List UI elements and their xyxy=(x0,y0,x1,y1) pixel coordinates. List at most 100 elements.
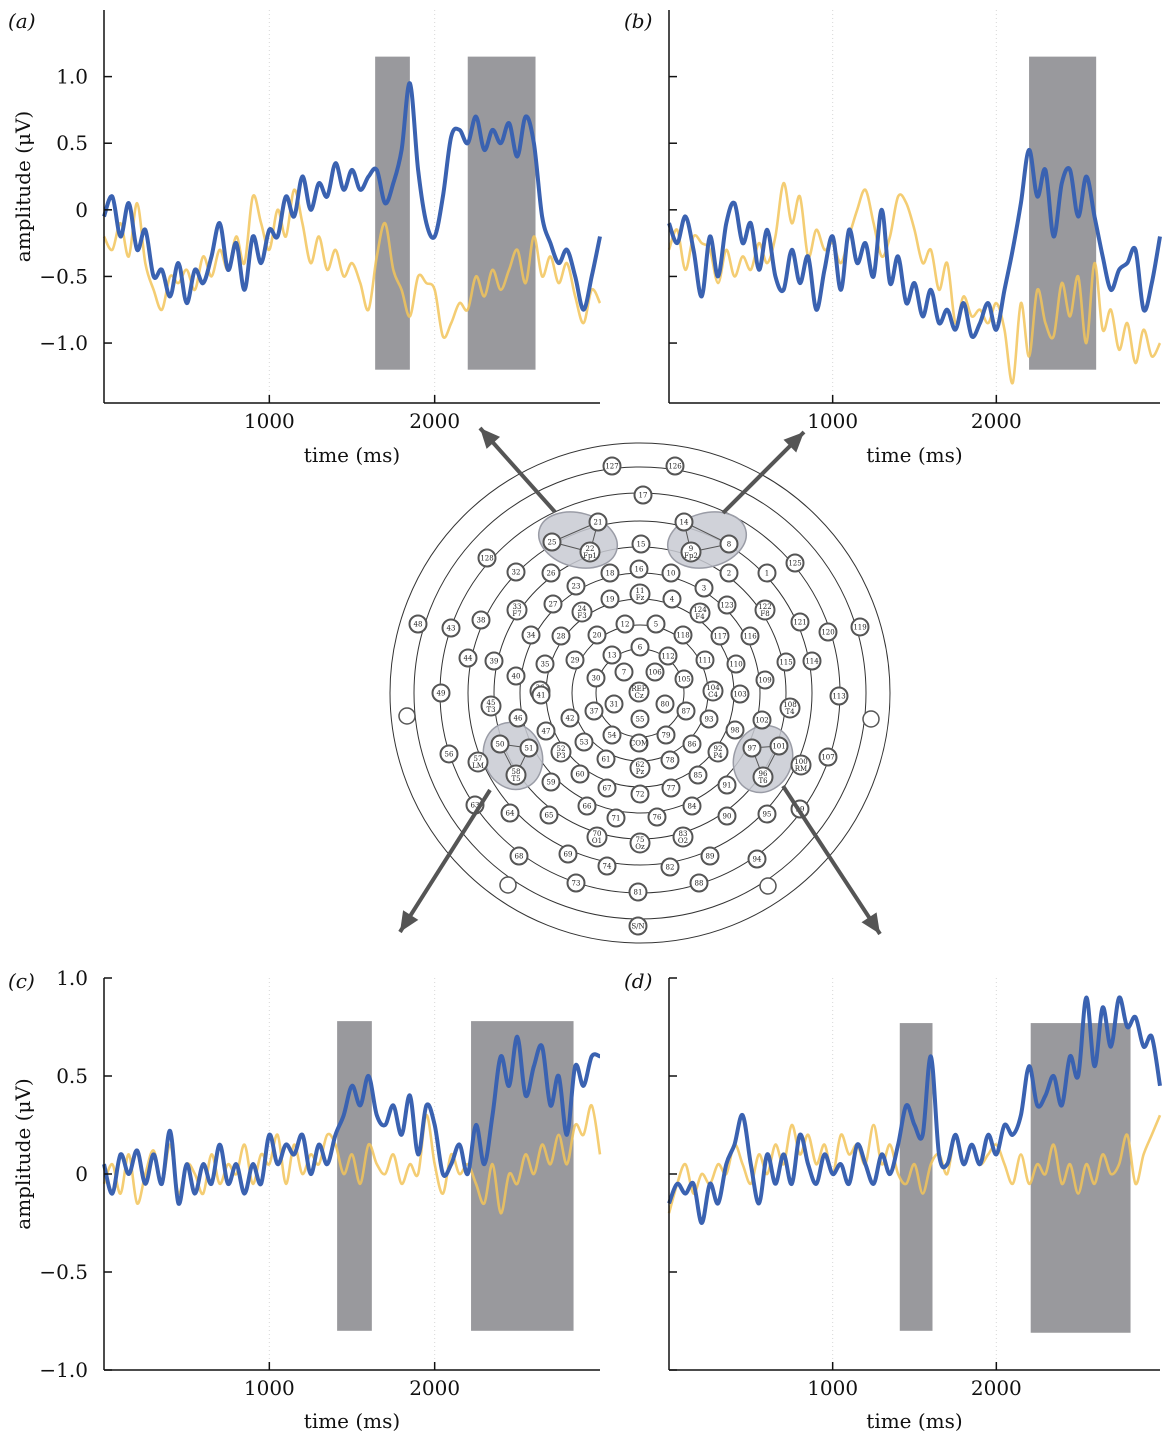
electrode-label: 82 xyxy=(666,864,675,872)
series-line-yellow xyxy=(667,1114,1162,1214)
electrode-marker xyxy=(588,512,608,532)
electrode-marker xyxy=(509,846,529,866)
electrode-103: 103 xyxy=(730,684,750,704)
electrode-115: 115 xyxy=(776,652,796,672)
electrode-88: 88 xyxy=(689,873,709,893)
electrode-marker xyxy=(505,764,527,786)
y-tick-label: −1.0 xyxy=(39,1358,88,1382)
electrode-label: 60 xyxy=(576,771,585,779)
electrode-label: 88 xyxy=(695,880,704,888)
electrode-label: 1 xyxy=(765,570,769,578)
electrode-label: 126 xyxy=(668,463,682,471)
electrode-label: 79 xyxy=(662,732,671,740)
y-tick-label: 0 xyxy=(75,198,88,222)
electrode-48: 48 xyxy=(408,614,428,634)
electrode-label: 65 xyxy=(545,812,554,820)
electrode-marker xyxy=(730,684,750,704)
electrode-marker xyxy=(818,622,838,642)
electrode-13: 13 xyxy=(602,645,622,665)
electrode-1: 1 xyxy=(757,563,777,583)
electrode-label: F3 xyxy=(577,612,586,620)
x-tick-label: 1000 xyxy=(807,409,858,433)
electrode-label: 86 xyxy=(688,741,697,749)
electrode-label: 91 xyxy=(723,782,732,790)
electrode-label: 107 xyxy=(821,754,834,762)
electrode-label: 80 xyxy=(661,701,670,709)
electrode-marker xyxy=(717,775,737,795)
electrode-marker xyxy=(673,625,693,645)
electrode-label: 52 xyxy=(557,745,566,753)
electrode-93: 93 xyxy=(699,709,719,729)
electrode-marker xyxy=(740,626,760,646)
electrode-marker xyxy=(535,654,555,674)
electrode-marker xyxy=(467,751,489,773)
electrode-marker xyxy=(566,576,586,596)
electrode-label: 115 xyxy=(779,659,792,667)
head-ring xyxy=(467,520,813,866)
electrode-marker xyxy=(699,709,719,729)
arrow-head xyxy=(400,910,419,932)
series-line-yellow xyxy=(667,181,1162,385)
electrode-marker xyxy=(647,807,667,827)
electrode-label: 46 xyxy=(514,715,523,723)
electrode-label: 69 xyxy=(564,851,573,859)
electrode-label: LM xyxy=(472,762,484,770)
electrode-28: 28 xyxy=(551,626,571,646)
electrode-label: COM xyxy=(630,740,648,748)
electrode-label: Cz xyxy=(634,692,643,700)
electrode-label: 6 xyxy=(638,644,643,652)
electrode-marker xyxy=(660,857,680,877)
electrode-59: 59 xyxy=(541,772,561,792)
electrode-marker xyxy=(628,916,648,936)
electrode-marker xyxy=(484,651,504,671)
electrode-14: 14 xyxy=(674,512,694,532)
electrode-34: 34 xyxy=(521,625,541,645)
series-line-blue xyxy=(667,995,1162,1225)
electrode-label: 26 xyxy=(547,570,556,578)
electrode-marker xyxy=(694,578,714,598)
electrode-marker xyxy=(676,701,696,721)
electrode-marker xyxy=(655,694,675,714)
electrode-109: 109 xyxy=(755,670,775,690)
electrode-marker xyxy=(541,563,561,583)
electrode-label: 103 xyxy=(733,691,746,699)
electrode-marker xyxy=(600,589,620,609)
electrode-label: 101 xyxy=(772,743,785,751)
electrode-76: 76 xyxy=(647,807,667,827)
electrode-label: 47 xyxy=(542,728,551,736)
panel-d: 1000 2000 (d) time (ms) xyxy=(624,969,1162,1431)
electrode-label: P3 xyxy=(556,752,565,760)
electrode-50: 50 xyxy=(490,734,510,754)
electrode-marker xyxy=(441,618,461,638)
electrode-marker xyxy=(682,796,702,816)
electrode-label: 10 xyxy=(667,570,676,578)
electrode-56: 56 xyxy=(439,744,459,764)
electrode-54: 54 xyxy=(602,725,622,745)
electrode-label: F8 xyxy=(760,610,769,618)
electrode-label: 98 xyxy=(731,727,740,735)
electrode-marker xyxy=(508,708,528,728)
electrode-label: 109 xyxy=(758,677,771,685)
electrode-marker xyxy=(742,738,762,758)
electrode-77: 77 xyxy=(661,778,681,798)
electrode-com: COM xyxy=(629,733,649,753)
electrode-marker xyxy=(660,750,680,770)
electrode-marker xyxy=(574,732,594,752)
electrode-10: 10 xyxy=(661,563,681,583)
electrode-marker xyxy=(631,534,651,554)
electrode-marker xyxy=(597,778,617,798)
electrode-marker xyxy=(752,710,772,730)
electrode-label: 89 xyxy=(706,853,715,861)
electrode-label: 68 xyxy=(515,853,524,861)
electrode-label: 50 xyxy=(496,741,505,749)
electrode-20: 20 xyxy=(587,625,607,645)
electrode-128: 128 xyxy=(477,548,497,568)
electrode-label: F7 xyxy=(512,610,521,618)
electrode-label: 92 xyxy=(714,745,723,753)
electrode-101: 101 xyxy=(769,736,789,756)
electrode-marker xyxy=(645,662,665,682)
electrode-label: 108 xyxy=(783,701,796,709)
electrode-marker xyxy=(602,645,622,665)
